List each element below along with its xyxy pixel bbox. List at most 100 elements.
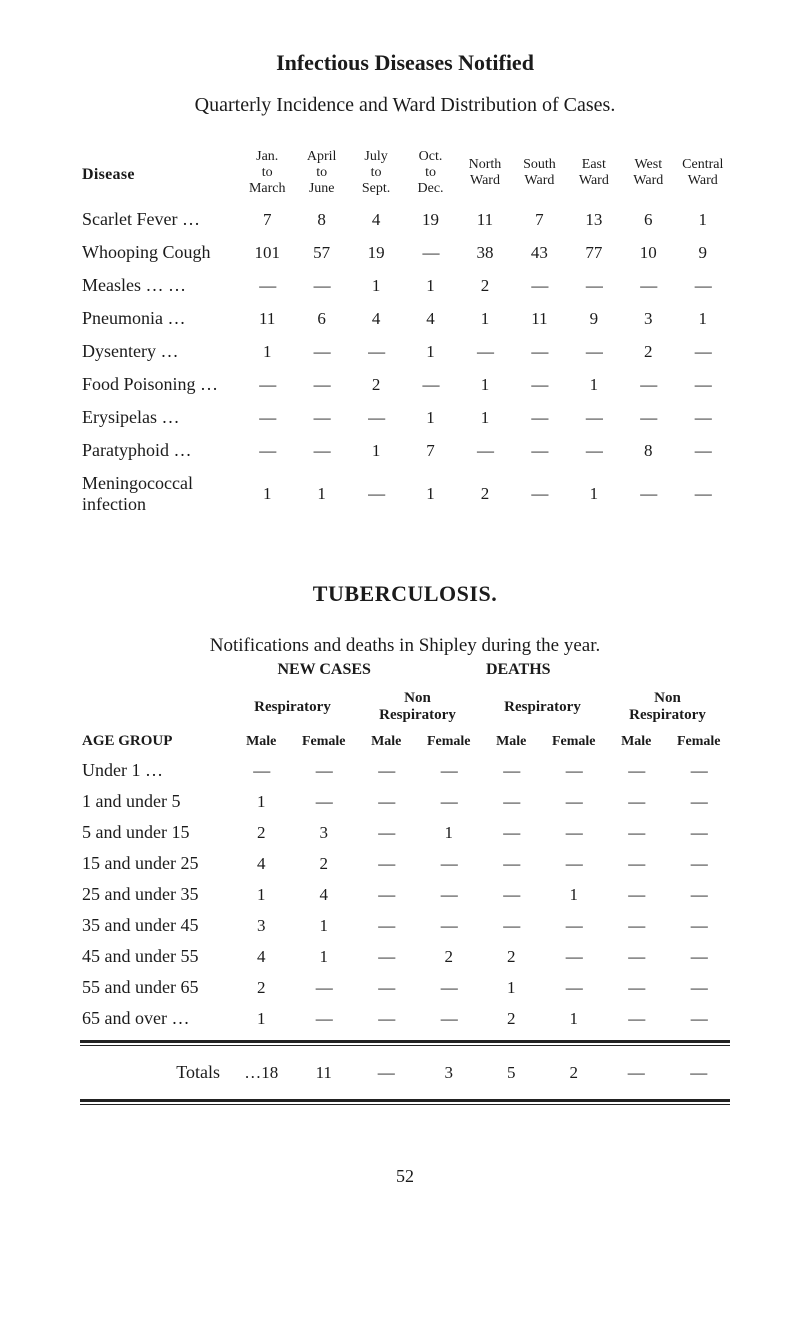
table-cell: — [418,910,481,941]
table-cell: — [567,434,621,467]
table-cell: 1 [240,335,294,368]
table-cell: 19 [349,236,403,269]
deaths-label: DEATHS [486,661,551,679]
table-cell: 1 [567,368,621,401]
table-cell: — [294,434,348,467]
table-cell: — [543,941,606,972]
table-row: Whooping Cough1015719—384377109 [80,236,730,269]
table-cell: 2 [480,941,543,972]
table-cell: 2 [349,368,403,401]
row-label: Under 1 … [80,755,230,786]
gh3: Respiratory [504,699,581,715]
row-label: Meningococcal infection [80,467,240,521]
sub-header: Male [230,729,293,755]
table-row: 15 and under 2542—————— [80,848,730,879]
table-cell: 1 [458,401,512,434]
table-cell: — [355,1003,418,1034]
table-cell: 1 [403,335,457,368]
table-row: Under 1 …———————— [80,755,730,786]
divider-rule [80,1099,730,1105]
table-cell: — [349,401,403,434]
sub-header: Female [543,729,606,755]
row-label: Measles … … [80,269,240,302]
table-cell: 7 [403,434,457,467]
table-cell: — [512,434,566,467]
disease-header: Disease [80,143,240,203]
table-cell: — [676,335,731,368]
table-cell: — [418,1003,481,1034]
table-cell: — [294,269,348,302]
table-cell: — [605,941,668,972]
table-cell: — [543,817,606,848]
table-cell: — [240,269,294,302]
group-header-respiratory-2: Respiratory [480,685,605,729]
table-row: 35 and under 4531—————— [80,910,730,941]
table-row: Pneumonia …11644111931 [80,302,730,335]
totals-cell: 5 [480,1052,543,1093]
table-cell: 11 [512,302,566,335]
table-cell: — [621,467,675,521]
sub-header: Male [355,729,418,755]
table-cell: — [668,879,731,910]
hdr-jan: Jan. to March [249,149,286,196]
table-row: Food Poisoning …——2—1—1—— [80,368,730,401]
table-cell: — [512,401,566,434]
table-cell: 1 [676,203,731,236]
table-cell: — [240,368,294,401]
sub-header: Male [480,729,543,755]
table-cell: — [668,1003,731,1034]
table-row: 25 and under 3514———1—— [80,879,730,910]
table-cell: — [458,335,512,368]
newcases-deaths-row: NEW CASES DEATHS [80,661,730,679]
table-cell: 1 [458,368,512,401]
col-header: Central Ward [676,143,731,203]
table-cell: — [240,434,294,467]
row-label: 25 and under 35 [80,879,230,910]
row-label: 1 and under 5 [80,786,230,817]
table-cell: — [480,817,543,848]
table-cell: 43 [512,236,566,269]
table-cell: — [293,755,356,786]
table-cell: 38 [458,236,512,269]
gh2: Non Respiratory [379,690,456,723]
table-cell: — [543,910,606,941]
table-cell: 1 [543,879,606,910]
table-cell: 9 [676,236,731,269]
table-cell: — [355,879,418,910]
table-cell: 2 [293,848,356,879]
table-cell: — [605,786,668,817]
table-cell: — [605,879,668,910]
row-label: Erysipelas … [80,401,240,434]
group-header-respiratory-1: Respiratory [230,685,355,729]
group-header-nonresp-2: Non Respiratory [605,685,730,729]
ward-distribution-table: Disease Jan. to March April to June July… [80,143,730,521]
table-cell: 1 [418,817,481,848]
totals-cell: 3 [418,1052,481,1093]
table-cell: 4 [230,941,293,972]
totals-label: Totals [80,1052,230,1093]
table-cell: 1 [293,941,356,972]
table-cell: — [480,755,543,786]
sub-header: Male [605,729,668,755]
table-cell: — [621,269,675,302]
table-cell: 1 [403,401,457,434]
table-cell: — [403,368,457,401]
row-label: Dysentery … [80,335,240,368]
table-cell: — [418,879,481,910]
table-cell: — [567,335,621,368]
row-label: 35 and under 45 [80,910,230,941]
row-label: 15 and under 25 [80,848,230,879]
hdr-central: Central Ward [682,157,723,188]
table-cell: — [668,941,731,972]
table-cell: 4 [230,848,293,879]
table-cell: 1 [676,302,731,335]
table-cell: — [676,401,731,434]
table-cell: — [480,848,543,879]
table-cell: 13 [567,203,621,236]
table-cell: — [294,401,348,434]
table-cell: — [605,972,668,1003]
table-row: Scarlet Fever …784191171361 [80,203,730,236]
table-row: 5 and under 1523—1———— [80,817,730,848]
table-cell: — [668,786,731,817]
col-header: South Ward [512,143,566,203]
